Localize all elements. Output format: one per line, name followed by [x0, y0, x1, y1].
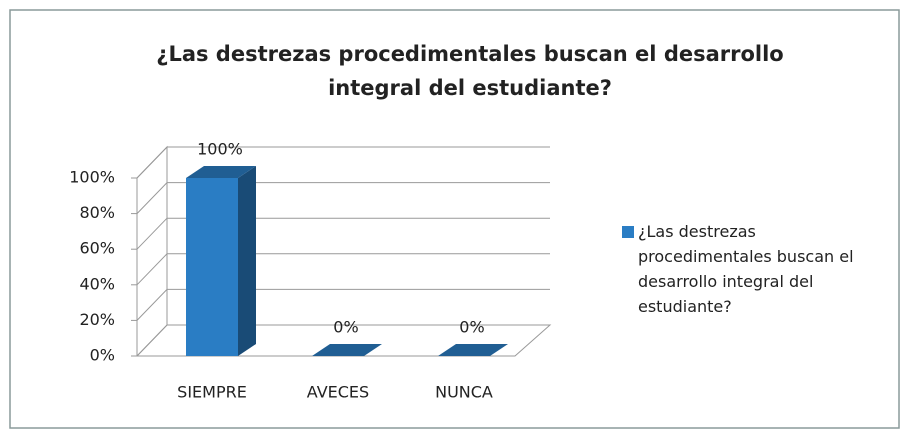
legend-label-box: ¿Las destrezas procedimentales buscan el…	[638, 222, 854, 316]
chart-title: ¿Las destrezas procedimentales buscan el…	[156, 42, 784, 100]
x-tick-label: NUNCA	[435, 383, 493, 402]
bar	[186, 178, 238, 356]
y-tick-label: 0%	[90, 346, 115, 365]
grid-line	[136, 288, 550, 321]
y-tick-label: 60%	[79, 239, 115, 258]
x-tick-label: SIEMPRE	[177, 383, 247, 402]
grid-line	[136, 217, 550, 250]
bar-top	[438, 344, 508, 356]
chart-title-box: ¿Las destrezas procedimentales buscan el…	[156, 42, 784, 100]
chart-border	[9, 9, 900, 429]
value-label: 100%	[197, 140, 243, 159]
grid-line	[136, 146, 550, 179]
grid-line	[136, 324, 550, 357]
legend-swatch	[622, 226, 634, 238]
grid-line	[136, 182, 550, 214]
value-label: 0%	[333, 318, 358, 337]
bar-top	[186, 166, 256, 178]
grid-line	[136, 253, 550, 286]
y-tick-label: 80%	[79, 203, 115, 222]
y-tick-label: 20%	[79, 310, 115, 329]
y-tick-label: 100%	[69, 168, 115, 187]
bar-side	[238, 166, 256, 356]
value-label: 0%	[459, 318, 484, 337]
legend-label: ¿Las destrezas procedimentales buscan el…	[638, 222, 854, 316]
bar-top	[312, 344, 382, 356]
y-tick-label: 40%	[79, 274, 115, 293]
x-tick-label: AVECES	[307, 383, 369, 402]
